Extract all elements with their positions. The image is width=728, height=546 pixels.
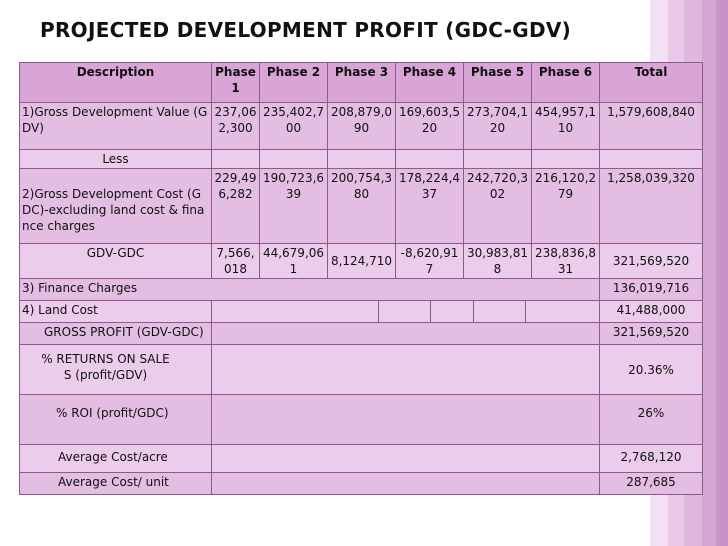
finance-label: 3) Finance Charges bbox=[19, 278, 600, 301]
gdv-total: 1,579,608,840 bbox=[599, 102, 703, 150]
avg-unit-label: Average Cost/ unit bbox=[19, 472, 212, 495]
gdv-phase-1: 237,062,300 bbox=[211, 102, 260, 150]
gdc-total: 1,258,039,320 bbox=[599, 168, 703, 244]
page-title: PROJECTED DEVELOPMENT PROFIT (GDC-GDV) bbox=[40, 18, 572, 42]
header-phase-3: Phase 3 bbox=[327, 62, 396, 103]
finance-total: 136,019,716 bbox=[599, 278, 703, 301]
gdc-phase-1: 229,496,282 bbox=[211, 168, 260, 244]
gdv-gdc-total: 321,569,520 bbox=[599, 243, 703, 279]
avg-acre-row: Average Cost/acre 2,768,120 bbox=[19, 444, 703, 473]
gdc-row: 2)Gross Development Cost (GDC)-excluding… bbox=[19, 168, 703, 244]
gdv-gdc-phase-1: 7,566,018 bbox=[211, 243, 260, 279]
gdv-label: 1)Gross Development Value (GDV) bbox=[19, 102, 212, 150]
gdc-phase-4: 178,224,437 bbox=[395, 168, 464, 244]
gdv-gdc-row: GDV-GDC 7,566,018 44,679,061 8,124,710 -… bbox=[19, 243, 703, 279]
avg-acre-label: Average Cost/acre bbox=[19, 444, 212, 473]
header-phase-4: Phase 4 bbox=[395, 62, 464, 103]
header-description: Description bbox=[19, 62, 212, 103]
land-sub-cells bbox=[211, 300, 600, 323]
gdv-gdc-phase-6: 238,836,831 bbox=[531, 243, 600, 279]
gdv-gdc-phase-3: 8,124,710 bbox=[327, 243, 396, 279]
avg-acre-total: 2,768,120 bbox=[599, 444, 703, 473]
gdv-phase-4: 169,603,520 bbox=[395, 102, 464, 150]
profit-table: Description Phase 1 Phase 2 Phase 3 Phas… bbox=[19, 62, 703, 495]
avg-unit-total: 287,685 bbox=[599, 472, 703, 495]
gdc-phase-3: 200,754,380 bbox=[327, 168, 396, 244]
gross-profit-label: GROSS PROFIT (GDV-GDC) bbox=[19, 322, 212, 345]
gdv-phase-3: 208,879,090 bbox=[327, 102, 396, 150]
gdc-phase-5: 242,720,302 bbox=[463, 168, 532, 244]
gross-profit-row: GROSS PROFIT (GDV-GDC) 321,569,520 bbox=[19, 322, 703, 345]
header-phase-5: Phase 5 bbox=[463, 62, 532, 103]
land-row: 4) Land Cost 41,488,000 bbox=[19, 300, 703, 323]
roi-total: 26% bbox=[599, 394, 703, 445]
less-label: Less bbox=[19, 149, 212, 169]
finance-row: 3) Finance Charges 136,019,716 bbox=[19, 278, 703, 301]
returns-label: % RETURNS ON SALES (profit/GDV) bbox=[19, 344, 212, 395]
gdv-gdc-label: GDV-GDC bbox=[19, 243, 212, 279]
gdv-phase-5: 273,704,120 bbox=[463, 102, 532, 150]
land-label: 4) Land Cost bbox=[19, 300, 212, 323]
returns-row: % RETURNS ON SALES (profit/GDV) 20.36% bbox=[19, 344, 703, 395]
gdv-gdc-phase-4: -8,620,917 bbox=[395, 243, 464, 279]
roi-label: % ROI (profit/GDC) bbox=[19, 394, 212, 445]
gdv-phase-6: 454,957,110 bbox=[531, 102, 600, 150]
gdv-gdc-phase-2: 44,679,061 bbox=[259, 243, 328, 279]
gdc-phase-6: 216,120,279 bbox=[531, 168, 600, 244]
roi-row: % ROI (profit/GDC) 26% bbox=[19, 394, 703, 445]
header-row: Description Phase 1 Phase 2 Phase 3 Phas… bbox=[19, 62, 703, 103]
gdv-phase-2: 235,402,700 bbox=[259, 102, 328, 150]
header-total: Total bbox=[599, 62, 703, 103]
gdv-gdc-phase-5: 30,983,818 bbox=[463, 243, 532, 279]
gross-profit-total: 321,569,520 bbox=[599, 322, 703, 345]
header-phase-1: Phase 1 bbox=[211, 62, 260, 103]
less-row: Less bbox=[19, 149, 703, 169]
avg-unit-row: Average Cost/ unit 287,685 bbox=[19, 472, 703, 495]
gdv-row: 1)Gross Development Value (GDV) 237,062,… bbox=[19, 102, 703, 150]
returns-total: 20.36% bbox=[599, 344, 703, 395]
gdc-label: 2)Gross Development Cost (GDC)-excluding… bbox=[19, 168, 212, 244]
header-phase-6: Phase 6 bbox=[531, 62, 600, 103]
header-phase-2: Phase 2 bbox=[259, 62, 328, 103]
land-total: 41,488,000 bbox=[599, 300, 703, 323]
gdc-phase-2: 190,723,639 bbox=[259, 168, 328, 244]
